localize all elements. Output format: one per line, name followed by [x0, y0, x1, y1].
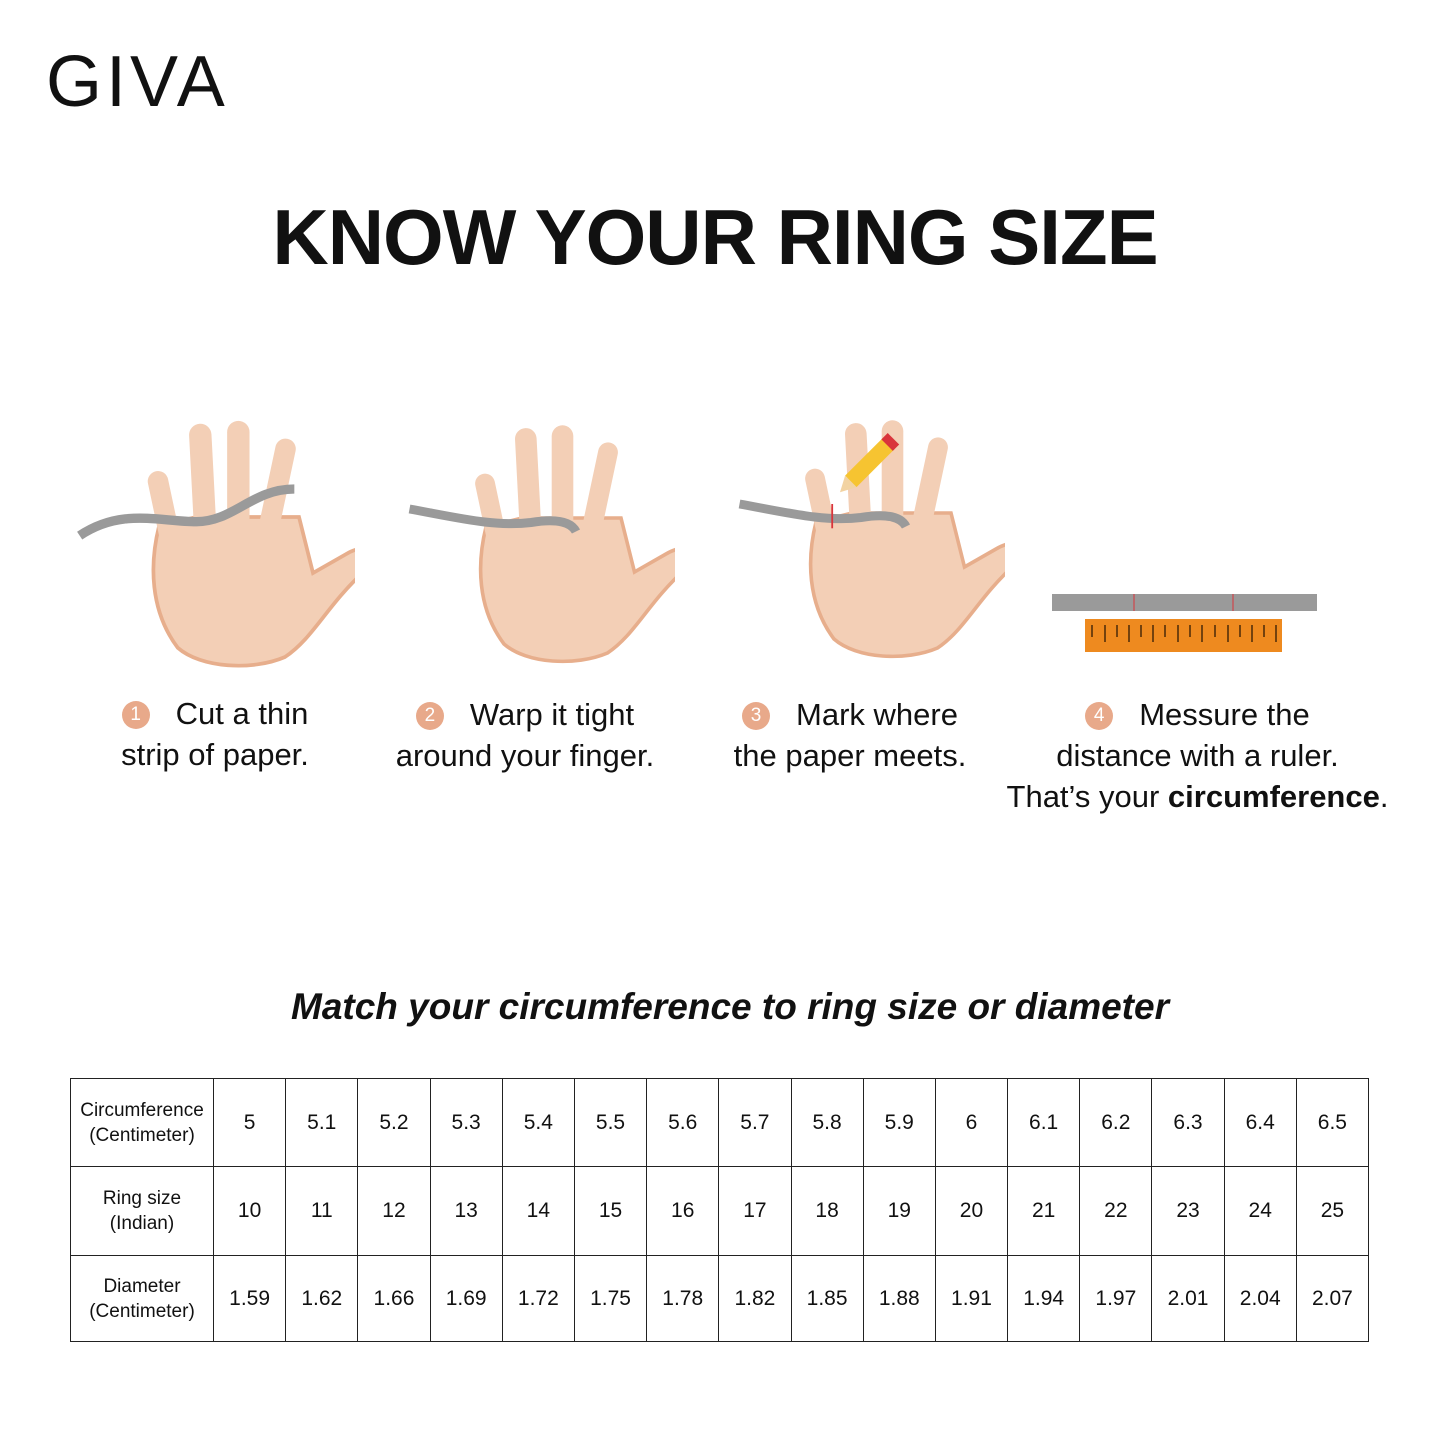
table-cell: 1.91 [934, 1255, 1009, 1342]
step-text: Mark where [796, 697, 958, 732]
table-cell: 1.59 [212, 1255, 287, 1342]
table-cell: 2.01 [1151, 1255, 1225, 1342]
table-cell: 1.75 [573, 1255, 648, 1342]
table-cell: 10 [212, 1166, 287, 1256]
table-cell: 5.7 [718, 1078, 792, 1167]
table-cell: 1.82 [718, 1255, 792, 1342]
row-header: Ring size (Indian) [70, 1166, 214, 1256]
table-cell: 13 [429, 1166, 503, 1256]
ring-size-table: Circumference (Centimeter) 5 5.1 5.2 5.3 5.4 5.… [70, 1078, 1370, 1342]
row-header-unit: (Centimeter) [89, 1300, 195, 1322]
row-header: Circumference (Centimeter) [70, 1078, 214, 1167]
paper-strip [1052, 594, 1317, 611]
ruler-illustration-step-4 [1052, 594, 1317, 652]
table-cell: 24 [1223, 1166, 1297, 1256]
hand-illustration-step-2 [408, 423, 675, 664]
paper-strip [77, 484, 295, 540]
table-subtitle: Match your circumference to ring size or… [291, 986, 1169, 1027]
table-cell: 2.07 [1295, 1255, 1370, 1342]
table-cell: 1.97 [1079, 1255, 1153, 1342]
step-number-badge: 2 [415, 702, 444, 730]
step-text: Messure the [1139, 697, 1310, 732]
table-cell: 2.04 [1223, 1255, 1297, 1342]
step-1: 1 Cut a thin strip of paper. [80, 693, 350, 775]
table-cell: 1.94 [1007, 1255, 1081, 1342]
giva-logo: GIVA [46, 42, 229, 122]
table-cell: 14 [501, 1166, 575, 1256]
step-text: Warp it tight [469, 697, 635, 732]
table-cell: 1.62 [285, 1255, 359, 1342]
row-header-label: Ring size [102, 1188, 182, 1209]
row-header-unit: (Centimeter) [89, 1124, 195, 1146]
hand-illustration-step-1 [77, 419, 355, 668]
table-cell: 20 [934, 1166, 1009, 1256]
table-cell: 1.72 [501, 1255, 575, 1342]
step-number-badge: 4 [1085, 702, 1114, 730]
step-text: distance with a ruler. [1056, 738, 1339, 773]
ruler-icon [1085, 619, 1282, 652]
table-cell: 5.9 [862, 1078, 936, 1167]
hand-illustration-step-3 [738, 418, 1005, 659]
step-text: That’s your [1006, 779, 1168, 814]
table-cell: 1.69 [429, 1255, 503, 1342]
paper-strip [408, 504, 581, 534]
table-cell: 18 [790, 1166, 864, 1256]
step-text: That’s your circumference. [990, 776, 1405, 817]
table-cell: 21 [1007, 1166, 1081, 1256]
table-cell: 6 [934, 1078, 1009, 1167]
step-2: 2 Warp it tight around your finger. [370, 694, 680, 776]
table-cell: 17 [718, 1166, 792, 1256]
circumference-emphasis: circumference [1167, 779, 1380, 814]
table-row: Circumference (Centimeter) 5 5.1 5.2 5.3 5.4 5.… [70, 1078, 1370, 1167]
table-cell: 19 [862, 1166, 936, 1256]
table-cell: 5.5 [573, 1078, 648, 1167]
step-text: the paper meets. [733, 738, 967, 773]
step-text: Cut a thin [175, 696, 309, 731]
table-cell: 11 [285, 1166, 359, 1256]
table-cell: 5 [212, 1078, 287, 1167]
table-row: Diameter (Centimeter) 1.59 1.62 1.66 1.69 1.72… [70, 1255, 1370, 1342]
table-cell: 1.85 [790, 1255, 864, 1342]
step-text: . [1379, 779, 1389, 814]
row-header-unit: (Indian) [109, 1213, 175, 1234]
table-cell: 23 [1151, 1166, 1225, 1256]
table-cell: 5.8 [790, 1078, 864, 1167]
row-header-label: Diameter [103, 1275, 181, 1297]
step-number-badge: 3 [742, 702, 771, 730]
row-header: Diameter (Centimeter) [70, 1255, 214, 1342]
step-4: 4 Messure the distance with a ruler. That… [990, 694, 1405, 817]
table-cell: 6.1 [1007, 1078, 1081, 1167]
table-cell: 1.88 [862, 1255, 936, 1342]
table-cell: 15 [573, 1166, 648, 1256]
step-text: around your finger. [395, 738, 655, 773]
table-cell: 25 [1295, 1166, 1370, 1256]
table-cell: 5.2 [357, 1078, 431, 1167]
table-cell: 22 [1079, 1166, 1153, 1256]
table-cell: 12 [357, 1166, 431, 1256]
table-cell: 6.5 [1295, 1078, 1370, 1167]
table-cell: 16 [646, 1166, 720, 1256]
paper-strip [738, 499, 911, 529]
step-text: strip of paper. [121, 737, 309, 772]
pencil-icon [839, 433, 900, 493]
table-cell: 6.3 [1151, 1078, 1225, 1167]
table-cell: 1.66 [357, 1255, 431, 1342]
table-cell: 6.4 [1223, 1078, 1297, 1167]
table-cell: 5.6 [646, 1078, 720, 1167]
row-header-label: Circumference [80, 1099, 204, 1121]
table-cell: 5.1 [285, 1078, 359, 1167]
table-cell: 5.3 [429, 1078, 503, 1167]
table-cell: 5.4 [501, 1078, 575, 1167]
step-number-badge: 1 [121, 701, 150, 729]
table-cell: 1.78 [646, 1255, 720, 1342]
table-cell: 6.2 [1079, 1078, 1153, 1167]
page-title: KNOW YOUR RING SIZE [272, 193, 1158, 281]
table-row: Ring size (Indian) 10 11 12 13 14 15 16 17 18 19 20 2… [70, 1166, 1370, 1256]
step-3: 3 Mark where the paper meets. [700, 694, 1000, 776]
